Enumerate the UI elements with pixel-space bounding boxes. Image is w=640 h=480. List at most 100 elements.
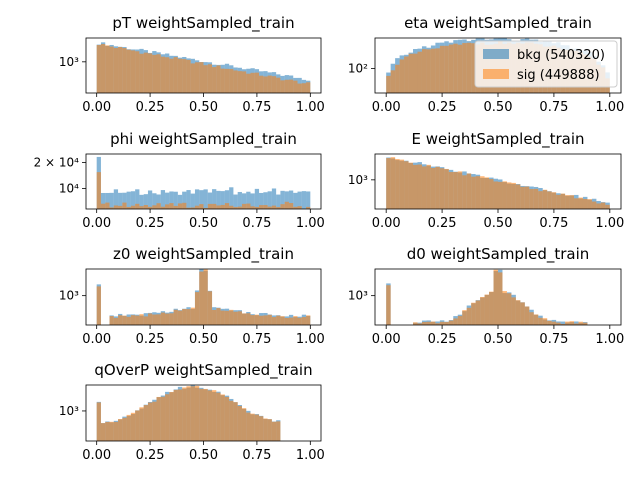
bkg-bar (276, 194, 281, 209)
sig-bar (480, 296, 485, 325)
sig-bar (489, 179, 494, 209)
bkg-bar (182, 191, 187, 209)
sig-bar (224, 68, 230, 93)
sig-bar (190, 307, 195, 325)
sig-bar (177, 389, 183, 441)
xtick-label: 0.50 (189, 216, 218, 231)
sig-bar (194, 62, 200, 93)
sig-bar (207, 64, 213, 93)
sig-bar (520, 302, 525, 325)
xtick-label: 0.50 (189, 448, 218, 463)
sig-bar (430, 321, 436, 325)
sig-bar (297, 206, 302, 209)
sig-bar (216, 205, 221, 209)
sig-bar (194, 292, 200, 325)
sig-bar (177, 310, 183, 325)
xtick-label: 1.00 (296, 216, 325, 231)
xtick-label: 0.50 (189, 100, 218, 115)
sig-bar (207, 390, 213, 441)
sig-bar (224, 396, 230, 441)
sig-bar (220, 310, 225, 325)
bkg-bar (173, 191, 178, 209)
xtick-label: 0.00 (372, 100, 401, 115)
sig-bar (220, 68, 225, 93)
sig-bar (493, 269, 498, 325)
sig-bar (165, 57, 170, 93)
xtick-label: 0.75 (539, 216, 568, 231)
sig-bar (156, 314, 161, 325)
sig-bar (173, 309, 178, 325)
sig-bar (152, 205, 157, 209)
sig-bar (152, 314, 157, 325)
subplot-title: qOverP weightSampled_train (94, 361, 312, 380)
sig-bar (466, 42, 472, 93)
sig-bar (220, 204, 225, 209)
sig-bar (224, 310, 230, 325)
sig-bar (241, 203, 247, 209)
sig-bar (551, 192, 557, 209)
sig-bar (276, 77, 281, 93)
sig-bar (173, 205, 178, 209)
sig-bar (229, 205, 234, 209)
bkg-bar (574, 321, 579, 325)
sig-bar (484, 177, 490, 209)
sig-bar (173, 389, 178, 441)
xtick-label: 0.25 (136, 100, 165, 115)
bkg-bar (126, 191, 131, 209)
sig-bar (271, 317, 277, 325)
subplot-6: 0.00 0.25 0.50 0.75 1.00 10³ d0 weightSampled_… (348, 245, 624, 347)
sig-bar (288, 203, 294, 209)
sig-bar (301, 317, 307, 325)
sig-bar (263, 76, 268, 93)
bkg-bar (237, 191, 242, 209)
sig-bar (199, 271, 204, 325)
sig-bar (182, 387, 187, 441)
xtick-label: 0.50 (189, 332, 218, 347)
sig-bar (395, 64, 400, 93)
sig-bar (493, 181, 498, 209)
sig-bar (430, 48, 436, 93)
xtick-label: 0.25 (136, 448, 165, 463)
sig-bar (241, 71, 247, 93)
sig-bar (471, 43, 476, 93)
bkg-bar (130, 191, 136, 209)
xtick-label: 0.50 (484, 216, 513, 231)
sig-bar (177, 203, 183, 209)
bkg-bar (212, 189, 217, 209)
sig-bar (489, 291, 494, 325)
bkg-bar (186, 190, 191, 209)
sig-bar (135, 315, 140, 325)
sig-bar (118, 205, 123, 209)
sig-bar (271, 421, 277, 441)
bkg-bar (229, 187, 234, 209)
sig-bar (426, 49, 431, 93)
bkg-bar (177, 194, 183, 209)
sig-bar (276, 315, 281, 325)
sig-bar (538, 317, 543, 325)
ytick-label: 10² (348, 61, 368, 75)
sig-bar (250, 206, 255, 209)
bkg-bar (254, 188, 260, 209)
bkg-bar (122, 192, 127, 209)
sig-bar (259, 205, 264, 209)
bkg-bar (250, 193, 255, 209)
ytick-label: 10³ (59, 55, 79, 69)
sig-bar (237, 71, 242, 93)
legend-label-bkg: bkg (540320) (517, 48, 605, 63)
sig-bar (135, 410, 140, 441)
sig-bar (147, 206, 153, 209)
sig-bar (190, 386, 195, 441)
sig-bar (271, 205, 277, 209)
sig-bar (194, 205, 200, 209)
sig-bar (399, 59, 405, 93)
sig-bar (457, 44, 463, 93)
sig-bar (462, 310, 467, 325)
sig-bar (276, 421, 281, 441)
sig-bar (306, 82, 311, 93)
sig-bar (293, 80, 298, 93)
bkg-bar (135, 189, 140, 209)
sig-bar (190, 207, 195, 209)
sig-bar (565, 195, 570, 209)
xtick-label: 0.25 (136, 332, 165, 347)
